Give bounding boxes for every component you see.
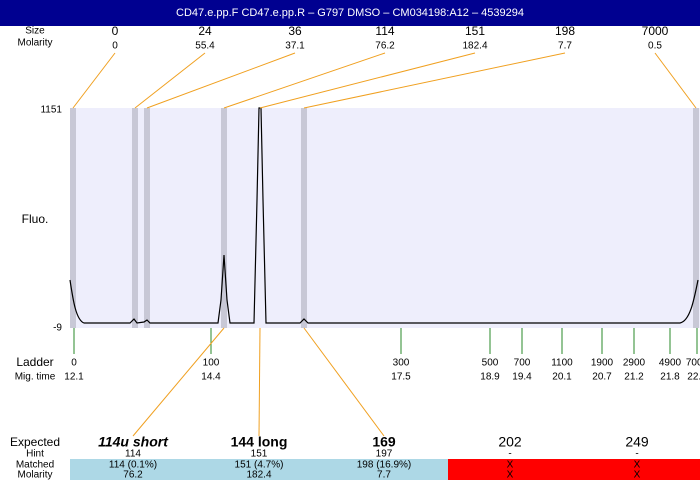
matched: 198 (16.9%) [357,460,411,471]
ladder-size: 700 [514,358,531,369]
marker-band [693,108,699,328]
peak-molarity: 55.4 [195,41,215,52]
marker-band [144,108,150,328]
matched: 151 (4.7%) [235,460,284,471]
y-bottom-label: -9 [53,323,62,334]
expected-size: 114u short [98,434,169,450]
ladder-time: 17.5 [391,372,411,383]
expected-size: 144 long [231,434,288,450]
matched-molarity: X [507,470,514,480]
matched-molarity: 7.7 [377,470,391,480]
header-title: CD47.e.pp.F CD47.e.pp.R – G797 DMSO – CM… [176,7,524,19]
header-bar [0,0,700,26]
expected-size: 249 [625,434,649,450]
row-label: Expected [10,435,60,449]
ladder-size: 100 [203,358,220,369]
peak-molarity: 182.4 [462,41,487,52]
peak-connector [223,52,386,109]
peak-connector [72,52,116,109]
trace [69,107,699,324]
y-top-label: 1151 [40,105,62,116]
peak-size: 7000 [642,24,669,38]
peak-size: 151 [465,24,485,38]
matched-ok-bg [70,459,448,480]
expected-size: 169 [372,434,396,450]
peak-size: 36 [288,24,302,38]
peak-molarity: 0.5 [648,41,662,52]
matched: 114 (0.1%) [109,460,157,471]
hint: 151 [251,449,268,460]
ladder-time: 14.4 [201,372,221,383]
marker-band [70,108,76,328]
peak-molarity: 0 [112,41,118,52]
hint: - [635,449,638,460]
ladder-time: 20.1 [552,372,572,383]
ladder-time: 18.9 [480,372,500,383]
ladder-size: 1900 [591,358,614,369]
ladder-time: 22.4 [687,372,700,383]
peak-size: 114 [375,24,394,38]
marker-band [132,108,138,328]
row-label: Hint [26,449,44,460]
peak-connector [303,52,566,109]
ladder-size: 0 [71,358,77,369]
matched-molarity: 182.4 [246,470,271,480]
ladder-size: 500 [482,358,499,369]
ladder-size: 7000 [686,358,700,369]
marker-band [221,108,227,328]
row-label: Matched [16,460,54,471]
matched: X [634,460,641,471]
ladder-label: Ladder [16,355,53,369]
peak-molarity: 76.2 [375,41,395,52]
size-label: Size [25,26,45,37]
peak-connector [146,52,296,109]
matched-molarity: 76.2 [123,470,143,480]
matched-missing-bg [448,459,700,480]
ladder-time: 20.7 [592,372,612,383]
ladder-size: 4900 [659,358,682,369]
hint: 114 [125,449,141,460]
peak-molarity: 7.7 [558,41,572,52]
ladder-time: 21.8 [660,372,680,383]
peak-connector [134,52,206,109]
peak-molarity: 37.1 [285,41,305,52]
expected-connector [258,327,261,437]
peak-connector [654,52,697,109]
ladder-time: 12.1 [64,372,84,383]
peak-size: 0 [112,24,119,38]
ladder-size: 2900 [623,358,646,369]
ladder-time: 19.4 [512,372,532,383]
marker-band [301,108,307,328]
ladder-size: 300 [393,358,410,369]
peak-size: 198 [555,24,575,38]
plot-area [70,108,700,328]
matched: X [507,460,514,471]
expected-size: 202 [498,434,522,450]
matched-molarity: X [634,470,641,480]
hint: - [508,449,511,460]
row-label: Molarity [17,470,52,480]
y-axis-label: Fluo. [22,212,49,226]
expected-connector [303,327,385,437]
mig-time-label: Mig. time [15,372,56,383]
ladder-size: 1100 [551,358,573,369]
molarity-label: Molarity [17,38,52,49]
hint: 197 [376,449,393,460]
peak-connector [259,52,476,109]
ladder-time: 21.2 [624,372,644,383]
peak-size: 24 [198,24,212,38]
expected-connector [132,327,225,437]
